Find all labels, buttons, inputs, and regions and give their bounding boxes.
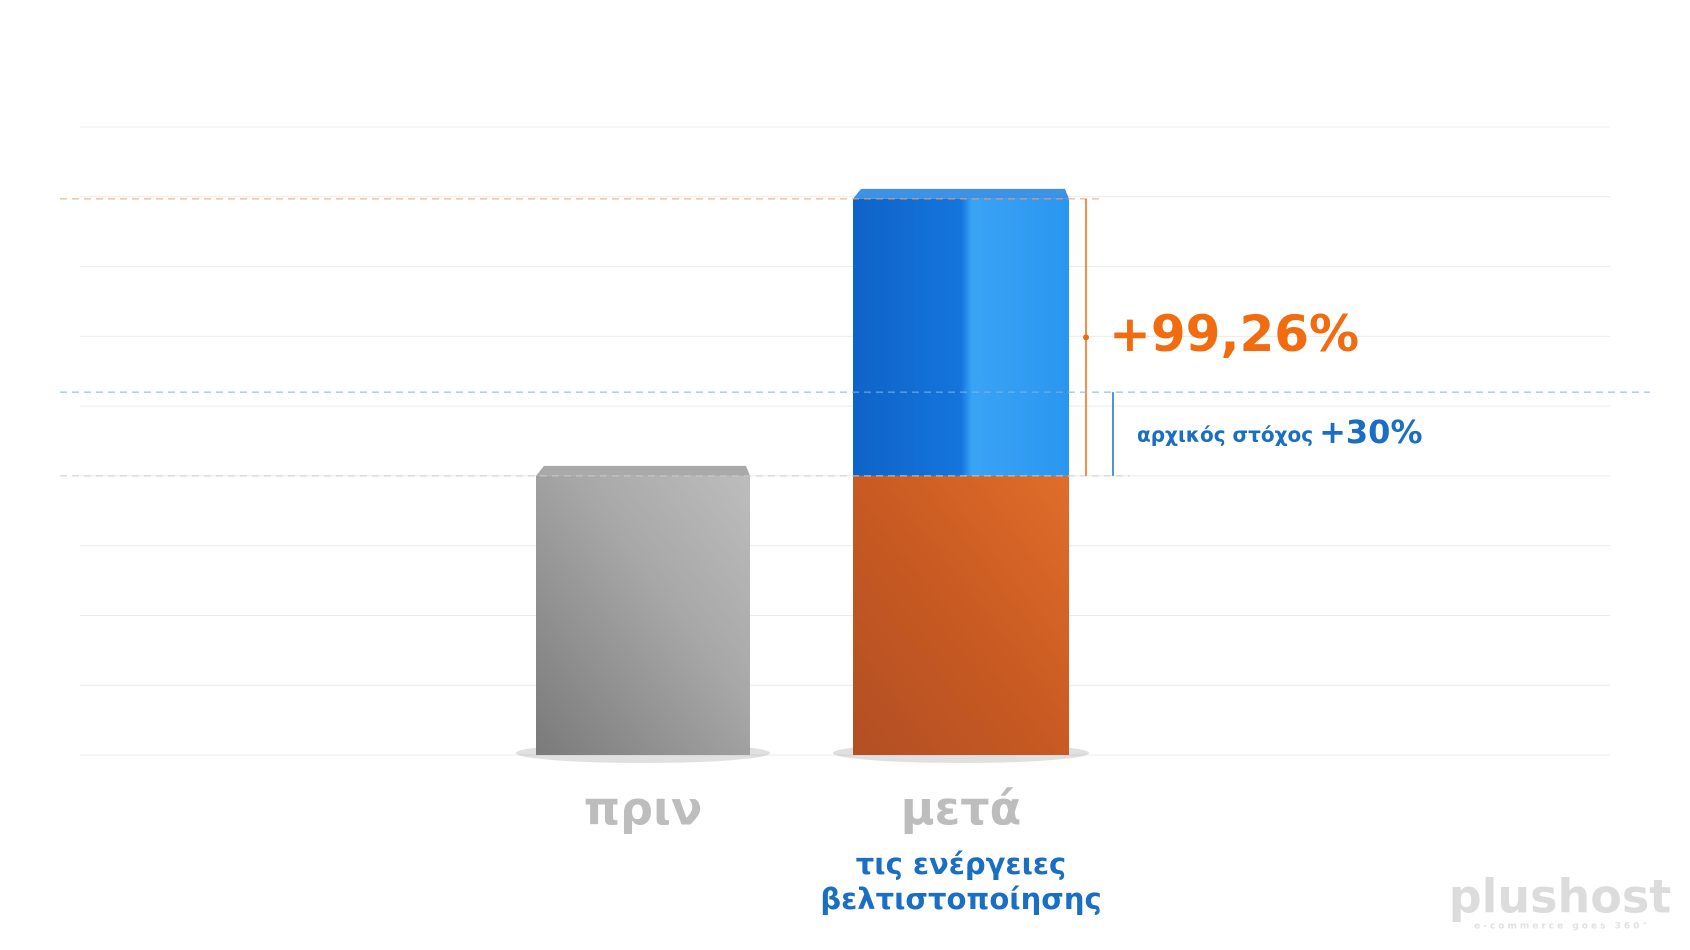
value-label: +99,26% — [1109, 305, 1359, 363]
category-label: πριν — [584, 782, 703, 836]
logo-tagline: e-commerce goes 360° — [1474, 922, 1650, 932]
category-note: τις ενέργειες — [856, 847, 1066, 881]
bar-segment — [853, 198, 1069, 476]
category-note: βελτιστοποίησης — [820, 882, 1101, 916]
annotation-text: αρχικός στόχος — [1137, 423, 1313, 447]
bar-top — [853, 188, 1069, 199]
logo: plushost — [1449, 870, 1672, 924]
bar-top — [536, 465, 750, 476]
category-label: μετά — [901, 782, 1021, 836]
bracket-dot — [1083, 334, 1089, 341]
bar-segment — [536, 475, 750, 755]
bar-segment — [853, 475, 1069, 755]
annotation-label: +30% — [1319, 413, 1422, 451]
